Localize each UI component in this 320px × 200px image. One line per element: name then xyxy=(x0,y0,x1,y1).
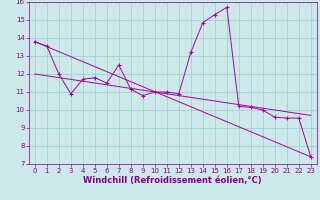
X-axis label: Windchill (Refroidissement éolien,°C): Windchill (Refroidissement éolien,°C) xyxy=(84,176,262,185)
